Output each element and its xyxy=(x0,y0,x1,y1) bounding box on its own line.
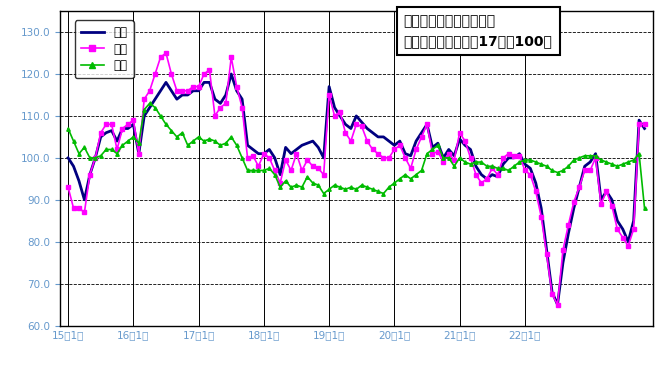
Text: 鳥取県鉱工業指数の推移
（季節調整済、平成17年＝100）: 鳥取県鉱工業指数の推移 （季節調整済、平成17年＝100） xyxy=(404,14,553,48)
Legend: 生産, 出荷, 在庫: 生産, 出荷, 在庫 xyxy=(75,20,134,78)
